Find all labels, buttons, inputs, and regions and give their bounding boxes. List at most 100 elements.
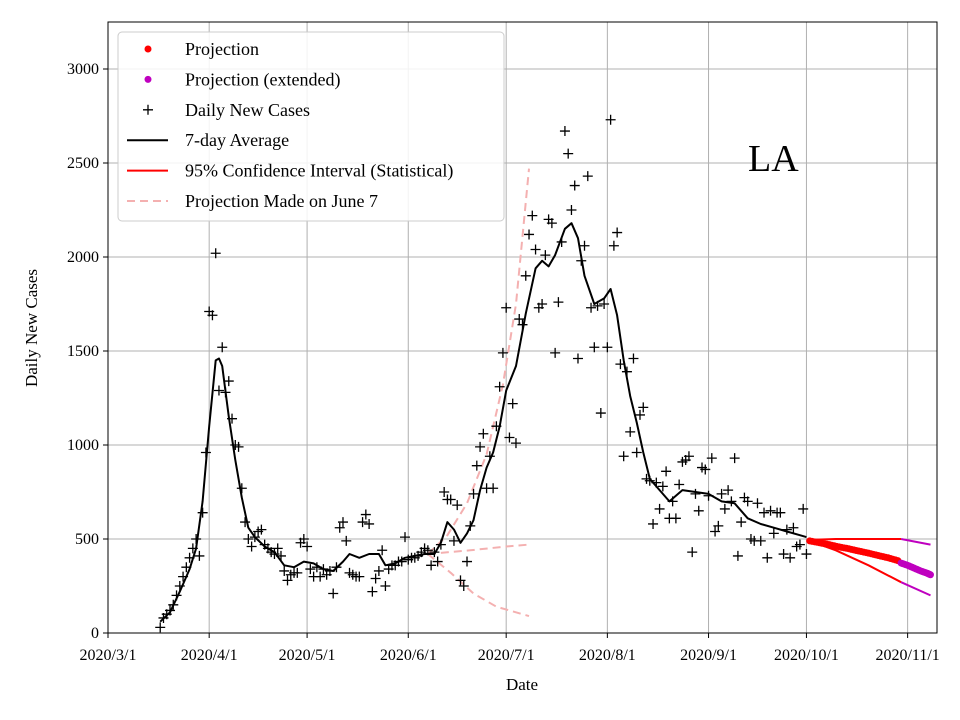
data-point (422, 545, 433, 556)
series-line (427, 168, 530, 555)
data-point (569, 180, 580, 191)
data-point (377, 545, 388, 556)
data-point (305, 564, 316, 575)
data-point (706, 453, 717, 464)
legend-box (117, 31, 505, 222)
data-point (194, 550, 205, 561)
data-point (178, 571, 189, 582)
data-point (315, 571, 326, 582)
data-point (644, 475, 655, 486)
data-point (200, 447, 211, 458)
plot-frame (107, 21, 938, 634)
data-point (602, 342, 613, 353)
series-line (809, 538, 902, 541)
data-point (592, 300, 603, 311)
data-point (155, 622, 166, 633)
data-point (768, 528, 779, 539)
data-point (527, 210, 538, 221)
data-point (504, 432, 515, 443)
data-point (478, 428, 489, 439)
data-point (494, 381, 505, 392)
data-point (530, 244, 541, 255)
legend-label: Projection (extended) (185, 69, 340, 90)
data-point (566, 205, 577, 215)
data-point (488, 483, 499, 494)
data-point (638, 402, 649, 413)
data-point (687, 547, 698, 558)
data-point (798, 503, 809, 514)
data-point (595, 408, 606, 419)
legend-label: Projection (185, 39, 259, 59)
data-point (670, 513, 681, 524)
data-point (752, 498, 763, 509)
data-point (582, 171, 593, 182)
data-point (191, 534, 202, 544)
data-point (762, 552, 773, 563)
data-point (380, 581, 391, 591)
data-point (788, 522, 799, 533)
data-point (497, 347, 508, 358)
data-point (432, 556, 443, 567)
data-point (187, 543, 198, 554)
data-point (292, 567, 303, 578)
data-point (396, 556, 407, 567)
x-tick-label: 2020/9/1 (680, 647, 737, 664)
data-point (559, 126, 570, 137)
data-point (468, 488, 479, 499)
data-point (507, 398, 518, 409)
data-point (651, 477, 662, 488)
ticks: 2020/3/1 2020/4/1 2020/5/1 2020/6/1 2020/7/1… (67, 61, 940, 664)
data-point (491, 421, 502, 432)
data-point (181, 562, 192, 573)
data-point (475, 441, 486, 452)
data-point (683, 451, 694, 462)
series (155, 114, 934, 633)
data-point (605, 114, 616, 125)
data-point (775, 507, 786, 518)
data-point (337, 517, 348, 528)
y-tick-label: 1500 (67, 343, 99, 360)
data-point (693, 505, 704, 516)
projection-point (926, 571, 934, 579)
data-point (579, 240, 590, 251)
data-point (197, 507, 208, 518)
data-point (165, 605, 176, 616)
data-point (572, 353, 583, 364)
data-point (282, 575, 293, 586)
data-point (726, 496, 737, 507)
data-point (279, 565, 290, 576)
y-tick-label: 2500 (67, 155, 99, 172)
data-point (710, 526, 721, 537)
data-point (703, 490, 714, 501)
series-line (427, 553, 530, 618)
data-point (608, 240, 619, 251)
data-point (275, 550, 286, 561)
data-point (736, 517, 747, 528)
data-point (785, 552, 796, 563)
data-point (546, 218, 557, 229)
legend-label: Projection Made on June 7 (185, 191, 378, 211)
data-point (455, 575, 466, 586)
data-point (174, 581, 185, 591)
legend-label: 95% Confidence Interval (Statistical) (185, 161, 453, 182)
data-point (471, 460, 482, 471)
data-point (373, 565, 384, 576)
data-point (334, 522, 345, 533)
data-point (311, 562, 322, 573)
data-point (742, 496, 753, 507)
data-point (426, 560, 437, 571)
data-point (556, 236, 567, 247)
y-tick-label: 0 (91, 625, 99, 642)
data-point (184, 552, 195, 563)
x-tick-label: 2020/6/1 (380, 647, 437, 664)
data-point (256, 524, 267, 535)
data-point (452, 500, 463, 511)
data-point (759, 507, 770, 518)
x-tick-label: 2020/5/1 (279, 647, 336, 664)
data-point (439, 487, 450, 497)
data-point (537, 299, 548, 309)
x-tick-label: 2020/8/1 (579, 647, 636, 664)
legend-marker (144, 75, 152, 83)
data-point (540, 250, 551, 261)
data-point (723, 485, 734, 496)
